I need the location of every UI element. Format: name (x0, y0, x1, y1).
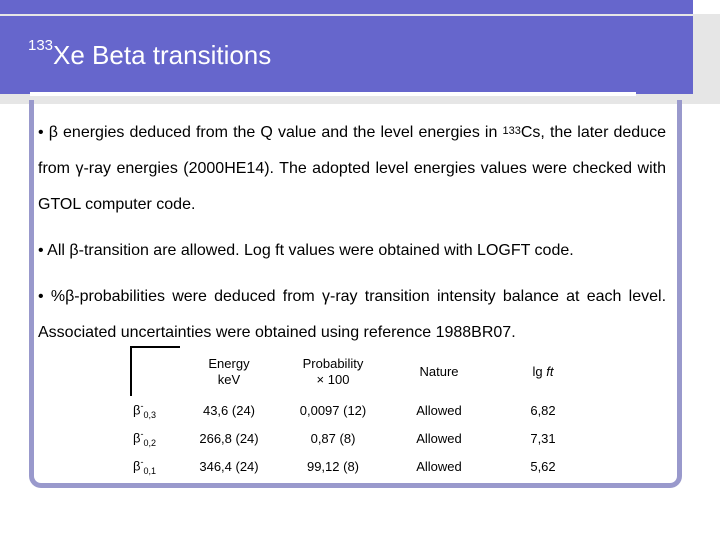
header-energy-line2: keV (217, 371, 241, 387)
cell-energy: 346,4 (24) (199, 458, 259, 474)
beta-transitions-table: Energy keV Probability × 100 Nature lg f… (130, 346, 596, 480)
row-label: β-0,2 (131, 424, 180, 452)
beta-symbol: β (65, 288, 75, 305)
bullet: • (38, 242, 44, 259)
text-segment: % (43, 288, 66, 305)
header-probability-line1: Probability (302, 355, 364, 371)
cell-probability: 0,0097 (12) (299, 402, 367, 418)
row-label-sub: 0,2 (143, 437, 156, 448)
paragraph-energies: • β energies deduced from the Q value an… (38, 115, 666, 223)
header-lgft: lg ft (490, 347, 596, 396)
cell-nature: Allowed (416, 402, 462, 418)
header-energy-line1: Energy (208, 355, 250, 371)
cell-nature: Allowed (416, 430, 462, 446)
bullet: • (38, 124, 44, 141)
row-label-sup: - (140, 400, 144, 411)
row-label: β-0,3 (131, 396, 180, 424)
header-energy: Energy keV (180, 347, 278, 396)
title-underline (30, 92, 636, 96)
cell-probability: 99,12 (8) (306, 458, 360, 474)
text-segment: -probabilities were deduced from (74, 288, 322, 305)
text-segment: Cs, the later deduce from (38, 124, 666, 177)
table-corner-cell (130, 346, 180, 396)
header-nature-label: Nature (419, 363, 459, 379)
text-segment: -ray energies (2000HE14). The adopted le… (38, 160, 666, 213)
header-probability-line2: × 100 (316, 371, 350, 387)
title-text: Xe Beta transitions (53, 40, 272, 70)
cell-lgft: 5,62 (530, 458, 556, 474)
cell-energy: 43,6 (24) (202, 402, 256, 418)
table-header-row: Energy keV Probability × 100 Nature lg f… (130, 346, 596, 396)
row-label-sup: - (140, 428, 144, 439)
row-label-sup: - (140, 456, 144, 467)
gamma-symbol: γ (75, 160, 84, 177)
header-lgft-italic: ft (546, 363, 554, 379)
row-label: β-0,1 (131, 452, 180, 480)
text-segment: energies deduced from the Q value and th… (57, 124, 503, 141)
table-row: β-0,1 346,4 (24) 99,12 (8) Allowed 5,62 (131, 452, 596, 480)
cell-lgft: 7,31 (530, 430, 556, 446)
row-label-sub: 0,1 (143, 465, 156, 476)
slide-body: • β energies deduced from the Q value an… (38, 115, 666, 361)
cell-energy: 266,8 (24) (199, 430, 259, 446)
beta-symbol: β (69, 242, 79, 259)
text-segment: -ray transition intensity balance at eac… (38, 288, 667, 341)
slide-header: 133Xe Beta transitions (0, 0, 720, 104)
title-bar (0, 16, 693, 94)
row-label-sub: 0,3 (143, 409, 156, 420)
title-superscript: 133 (28, 37, 54, 54)
row-label-base: β (133, 457, 141, 473)
text-segment: -transition are allowed. Log ft values w… (78, 242, 574, 259)
title-top-bar (0, 0, 693, 14)
paragraph-allowed: • All β-transition are allowed. Log ft v… (38, 233, 666, 269)
content-frame (29, 100, 682, 488)
slide-title: 133Xe Beta transitions (28, 37, 272, 71)
header-nature: Nature (388, 347, 490, 396)
header-probability: Probability × 100 (278, 347, 388, 396)
row-label-base: β (133, 429, 141, 445)
row-label-base: β (133, 401, 141, 417)
text-segment: All (43, 242, 70, 259)
bullet: • (38, 288, 44, 305)
mass-number: 133 (502, 125, 521, 137)
gamma-symbol: γ (322, 288, 330, 305)
paragraph-probabilities: • %β-probabilities were deduced from γ-r… (38, 279, 666, 351)
table-row: β-0,3 43,6 (24) 0,0097 (12) Allowed 6,82 (131, 396, 596, 424)
cell-lgft: 6,82 (530, 402, 556, 418)
cell-nature: Allowed (416, 458, 462, 474)
table-row: β-0,2 266,8 (24) 0,87 (8) Allowed 7,31 (131, 424, 596, 452)
cell-probability: 0,87 (8) (310, 430, 356, 446)
header-lgft-prefix: lg (532, 363, 547, 379)
beta-symbol: β (48, 124, 58, 141)
